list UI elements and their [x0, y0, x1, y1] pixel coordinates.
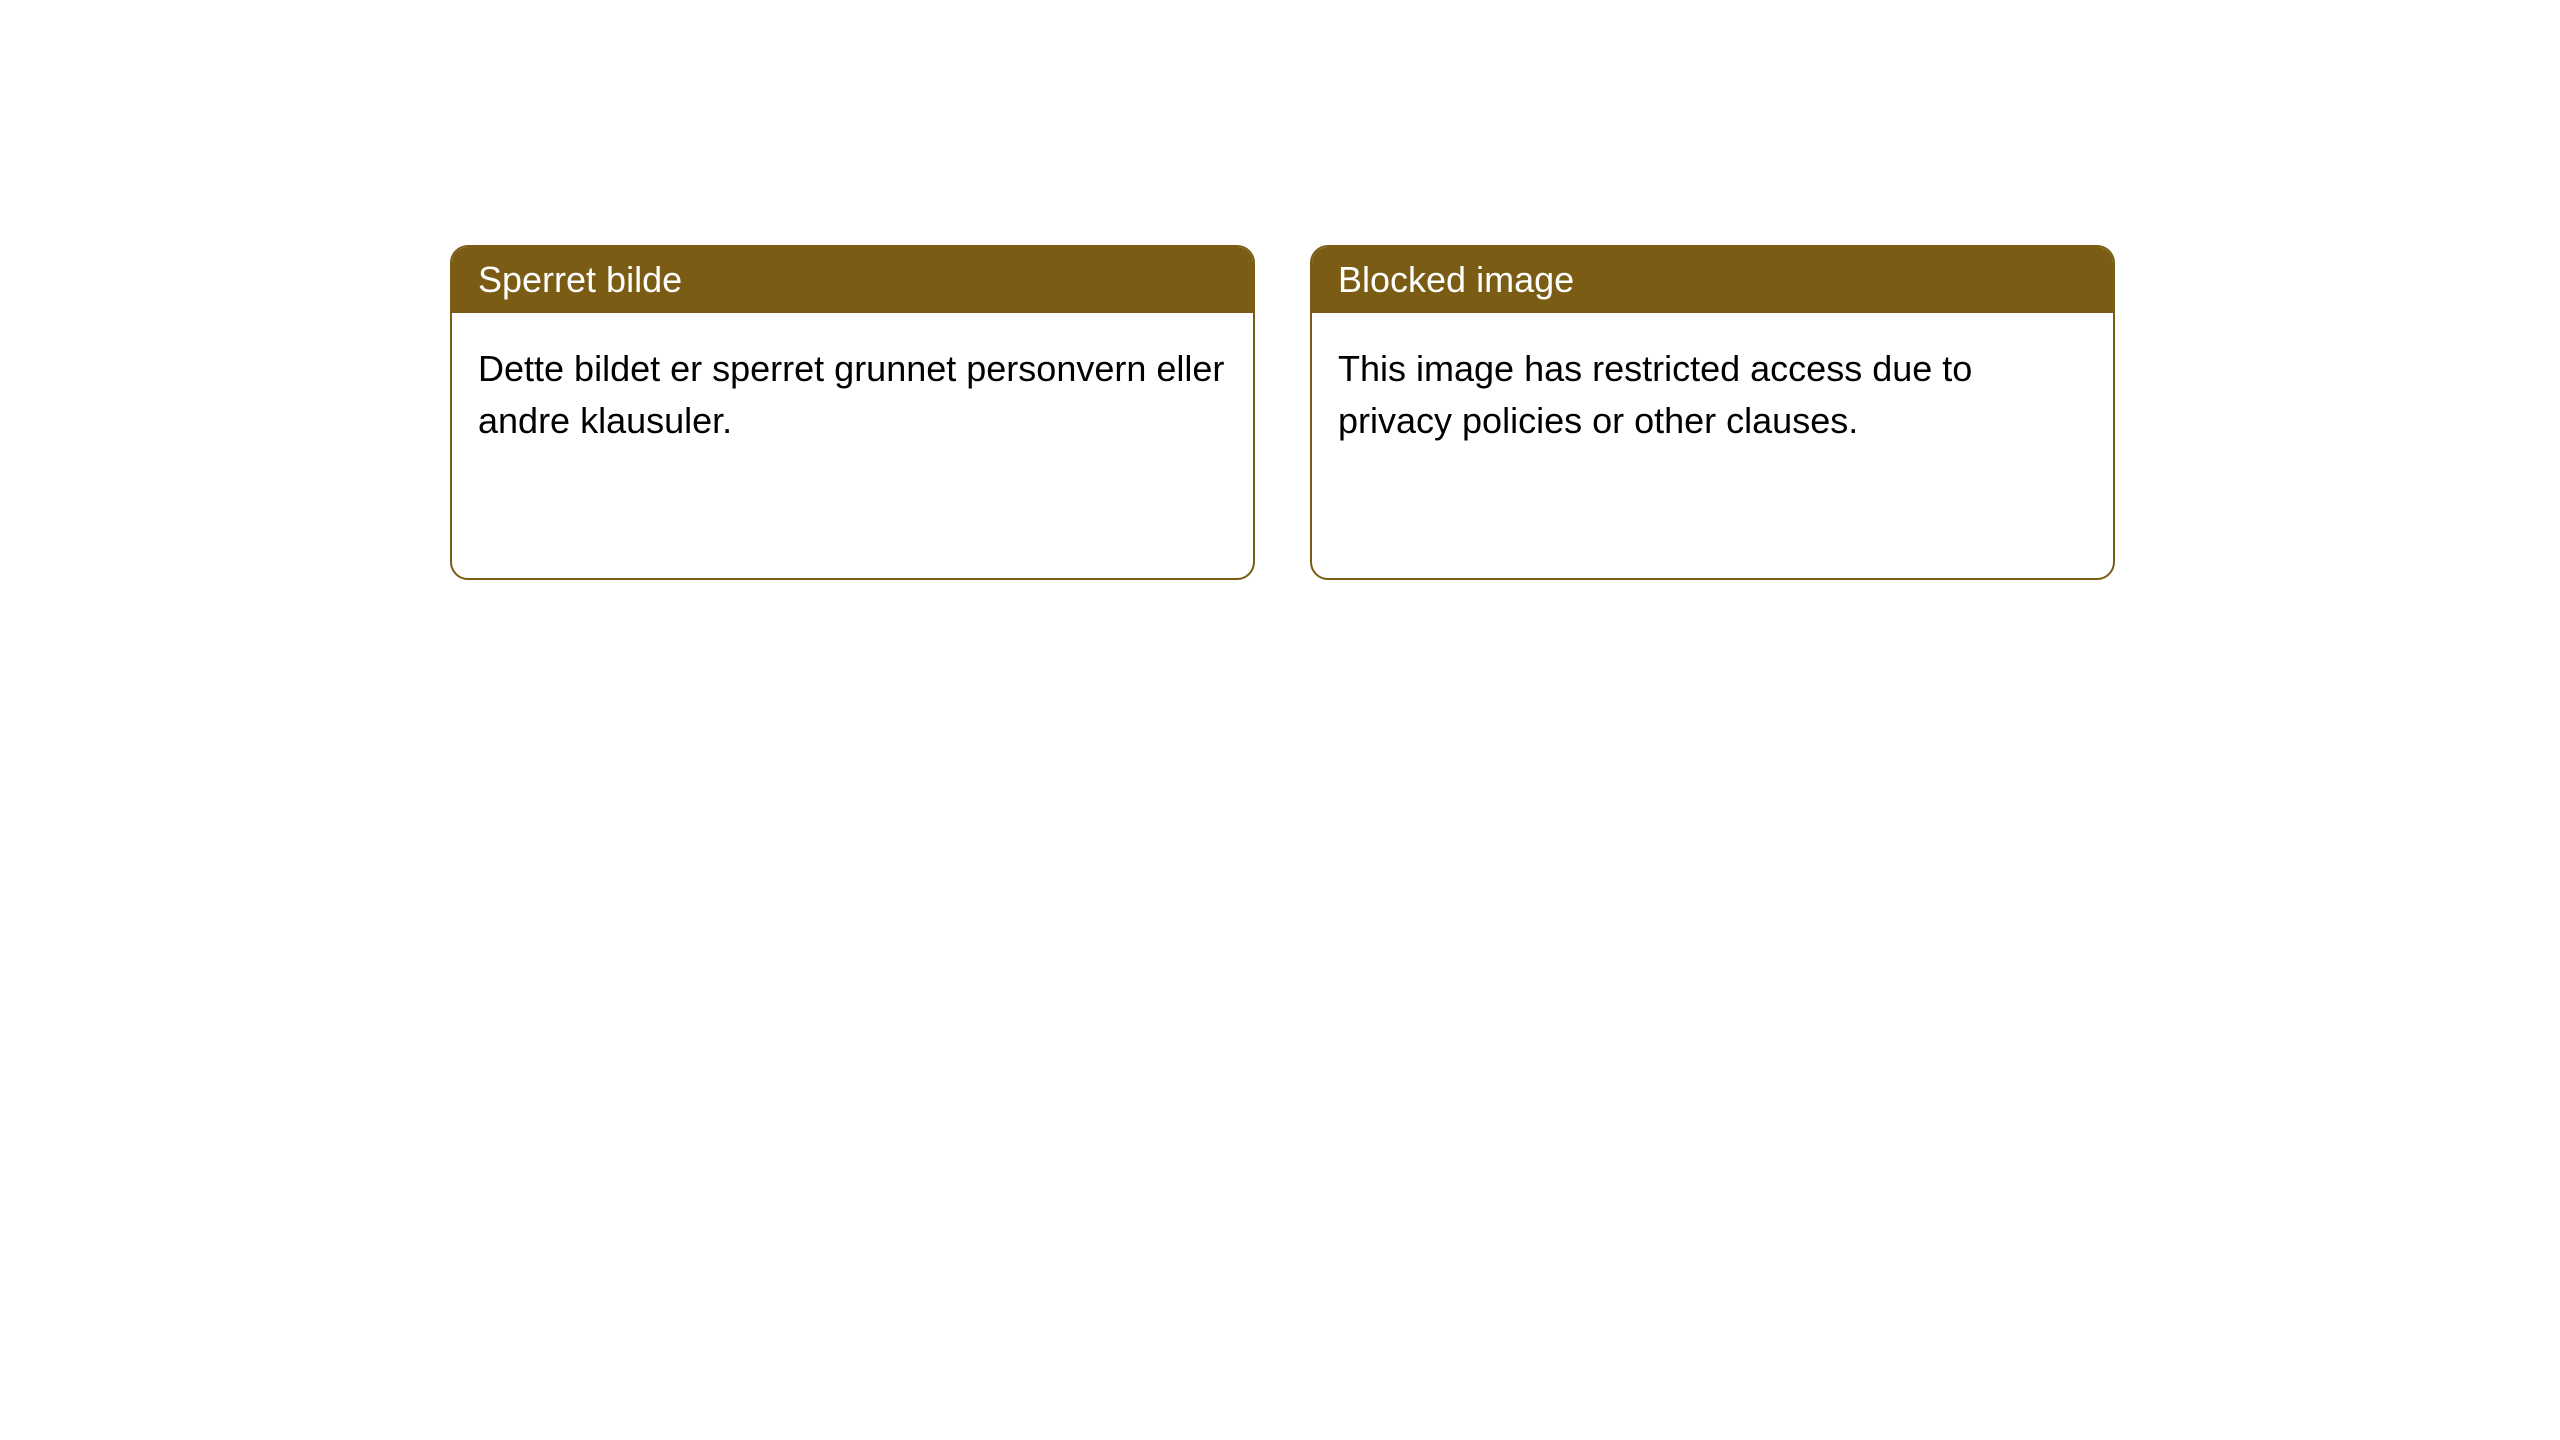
notice-container: Sperret bilde Dette bildet er sperret gr…	[450, 245, 2115, 580]
notice-body-english: This image has restricted access due to …	[1312, 313, 2113, 477]
notice-card-norwegian: Sperret bilde Dette bildet er sperret gr…	[450, 245, 1255, 580]
notice-header-norwegian: Sperret bilde	[452, 247, 1253, 313]
notice-header-english: Blocked image	[1312, 247, 2113, 313]
notice-body-norwegian: Dette bildet er sperret grunnet personve…	[452, 313, 1253, 477]
notice-card-english: Blocked image This image has restricted …	[1310, 245, 2115, 580]
